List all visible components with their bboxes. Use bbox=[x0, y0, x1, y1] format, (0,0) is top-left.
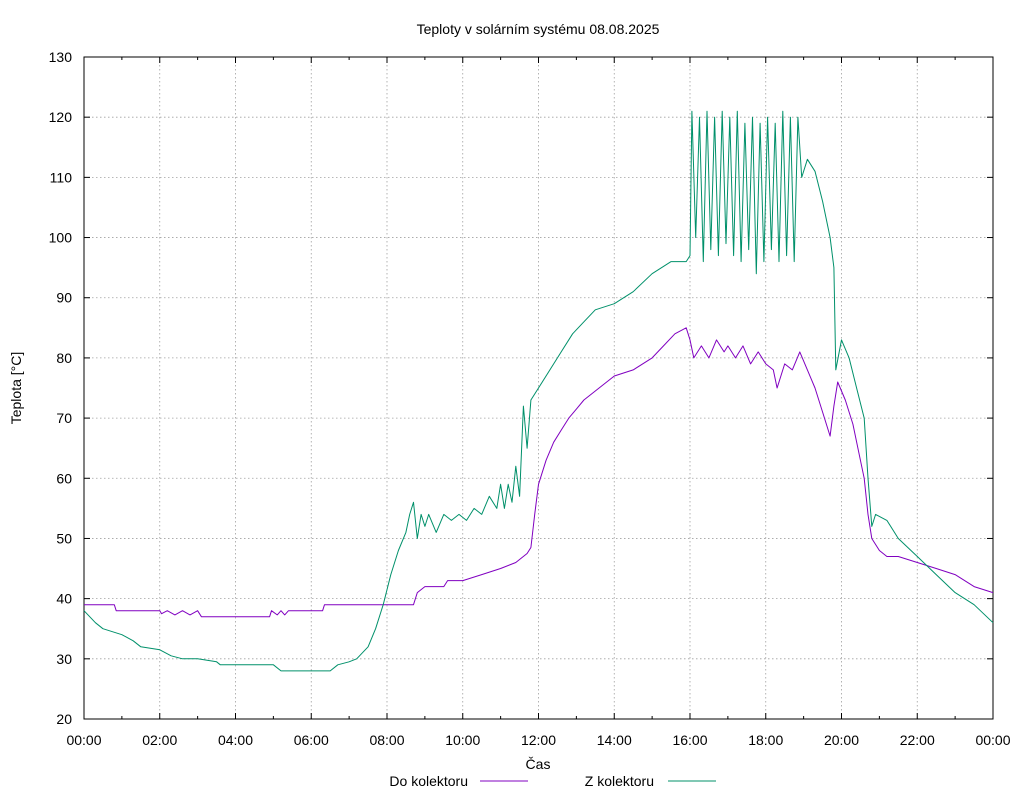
x-tick-label: 04:00 bbox=[218, 732, 253, 748]
x-tick-label: 20:00 bbox=[824, 732, 859, 748]
y-tick-label: 80 bbox=[56, 350, 72, 366]
y-tick-label: 100 bbox=[49, 230, 73, 246]
y-axis-label: Teplota [°C] bbox=[8, 352, 24, 425]
x-tick-label: 10:00 bbox=[445, 732, 480, 748]
y-tick-label: 30 bbox=[56, 651, 72, 667]
legend: Do kolektoru Z kolektoru bbox=[389, 773, 716, 789]
y-tick-label: 120 bbox=[49, 109, 73, 125]
x-tick-label: 12:00 bbox=[521, 732, 556, 748]
y-tick-label: 50 bbox=[56, 530, 72, 546]
legend-label-z-kolektoru: Z kolektoru bbox=[585, 773, 654, 789]
x-tick-label: 14:00 bbox=[597, 732, 632, 748]
x-tick-label: 16:00 bbox=[672, 732, 707, 748]
x-tick-label: 08:00 bbox=[369, 732, 404, 748]
series-line-do-kolektoru bbox=[84, 327, 994, 618]
x-tick-label: 06:00 bbox=[294, 732, 329, 748]
y-tick-label: 60 bbox=[56, 470, 72, 486]
x-axis-label: Čas bbox=[526, 756, 551, 772]
x-tick-label: 02:00 bbox=[142, 732, 177, 748]
x-tick-label: 00:00 bbox=[66, 732, 101, 748]
series-lines bbox=[83, 110, 994, 672]
x-tick-label: 22:00 bbox=[900, 732, 935, 748]
axis-ticks: 20 30 40 50 60 70 80 90 100 110 120 130 00:00 02:00 04… bbox=[49, 49, 1011, 748]
series-line-z-kolektoru bbox=[83, 110, 994, 672]
y-tick-label: 130 bbox=[49, 49, 73, 65]
x-tick-label: 18:00 bbox=[748, 732, 783, 748]
y-tick-label: 40 bbox=[56, 591, 72, 607]
y-tick-label: 20 bbox=[56, 711, 72, 727]
x-tick-label: 00:00 bbox=[975, 732, 1010, 748]
legend-label-do-kolektoru: Do kolektoru bbox=[389, 773, 468, 789]
y-tick-label: 70 bbox=[56, 410, 72, 426]
y-tick-label: 90 bbox=[56, 290, 72, 306]
chart-title: Teploty v solárním systému 08.08.2025 bbox=[417, 21, 660, 37]
y-tick-label: 110 bbox=[50, 169, 73, 185]
grid-lines bbox=[84, 57, 993, 719]
